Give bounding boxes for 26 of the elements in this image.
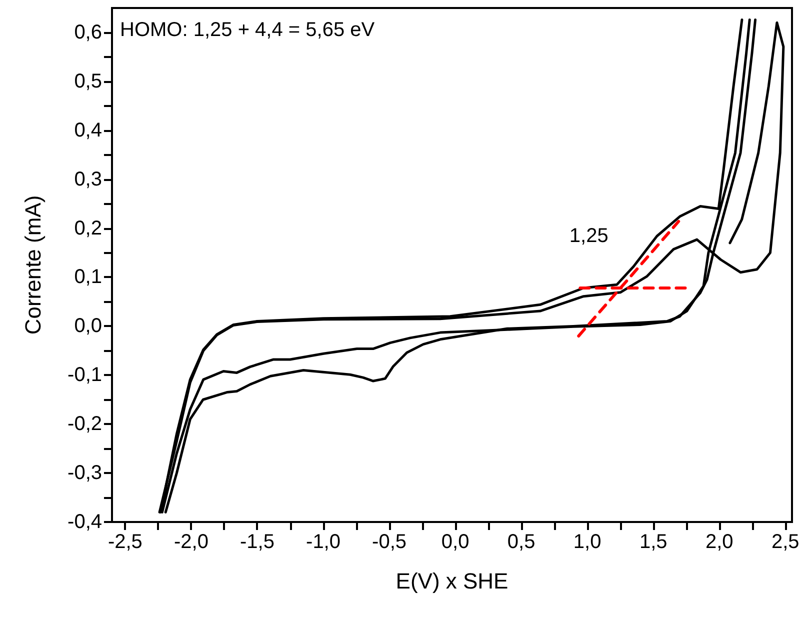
y-tick-label: 0,0 [74, 315, 102, 338]
x-tick-label: -1,0 [306, 531, 340, 553]
y-tick-label: 0,5 [74, 70, 102, 92]
y-tick-label: 0,6 [74, 21, 102, 44]
x-tick-label: 1,0 [573, 531, 602, 553]
x-tick-label: 0,0 [441, 531, 470, 553]
x-tick-label: 0,5 [507, 531, 536, 553]
x-tick-label: -0,5 [372, 531, 407, 553]
x-tick-label: 2,5 [771, 531, 800, 553]
x-tick-label: -1,5 [240, 531, 274, 553]
x-axis-title: E(V) x SHE [396, 568, 508, 594]
y-axis-title: Corrente (mA) [20, 195, 46, 335]
y-tick-label: 0,4 [74, 119, 102, 142]
x-tick-label: -2,0 [174, 531, 208, 553]
x-tick-label: 2,0 [705, 531, 734, 553]
annotation: HOMO: 1,25 + 4,4 = 5,65 eV [120, 19, 376, 41]
y-tick-label: -0,2 [68, 413, 102, 436]
y-tick-label: -0,1 [68, 364, 102, 386]
x-tick-label: -2,5 [108, 531, 142, 553]
y-tick-label: 0,3 [74, 168, 102, 190]
y-tick-label: 0,2 [74, 217, 102, 240]
y-tick-label: -0,4 [68, 511, 102, 533]
annotation: 1,25 [569, 225, 608, 248]
y-tick-label: -0,3 [68, 462, 102, 484]
y-tick-label: 0,1 [74, 266, 102, 288]
x-tick-label: 1,5 [639, 531, 668, 553]
